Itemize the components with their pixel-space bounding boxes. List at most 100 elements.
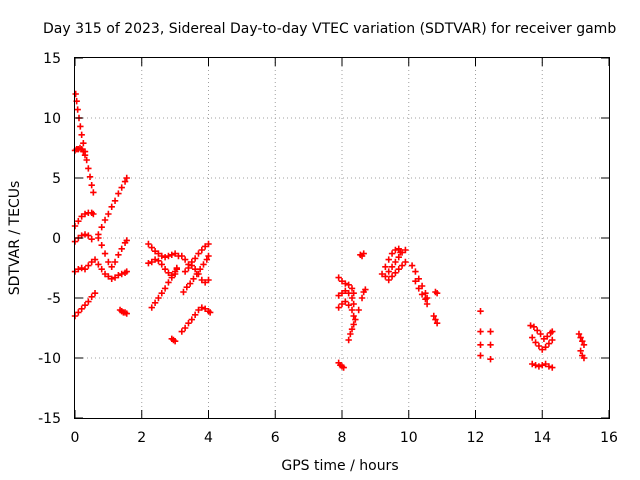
data-point bbox=[165, 269, 172, 276]
data-point bbox=[158, 252, 165, 260]
data-point bbox=[78, 213, 85, 220]
data-point bbox=[342, 287, 349, 294]
data-point bbox=[85, 298, 92, 305]
data-point bbox=[155, 257, 162, 264]
data-point bbox=[78, 305, 85, 312]
data-point bbox=[168, 274, 175, 281]
data-point bbox=[412, 268, 419, 275]
axis-ticks bbox=[74, 57, 610, 419]
data-point bbox=[350, 300, 357, 308]
y-tick-label: 10 bbox=[43, 111, 61, 127]
data-point bbox=[111, 258, 119, 266]
y-tick-label: -10 bbox=[38, 351, 61, 367]
data-point bbox=[382, 263, 389, 270]
series-arc-20 bbox=[335, 274, 357, 297]
x-tick-label: 14 bbox=[533, 430, 551, 446]
data-point bbox=[123, 310, 130, 317]
data-point bbox=[378, 270, 386, 278]
data-point bbox=[168, 251, 175, 258]
data-point bbox=[118, 184, 125, 191]
data-point bbox=[422, 290, 429, 297]
data-point bbox=[115, 190, 122, 197]
data-point bbox=[201, 243, 209, 250]
data-point bbox=[148, 304, 155, 311]
series-arc-26 bbox=[382, 246, 409, 280]
data-point bbox=[205, 252, 212, 260]
data-point bbox=[527, 322, 534, 329]
data-point bbox=[185, 264, 192, 272]
data-point bbox=[388, 263, 396, 270]
data-point bbox=[111, 274, 119, 281]
data-point bbox=[181, 268, 189, 275]
data-point bbox=[342, 280, 349, 287]
data-point bbox=[345, 302, 352, 309]
data-point bbox=[395, 254, 402, 261]
data-point bbox=[358, 294, 366, 302]
data-point bbox=[90, 210, 97, 218]
data-point bbox=[575, 330, 583, 338]
data-point bbox=[74, 106, 81, 113]
data-point bbox=[101, 270, 109, 278]
series-arc-21 bbox=[335, 287, 357, 308]
data-point bbox=[165, 252, 172, 260]
data-point bbox=[477, 308, 484, 315]
data-point bbox=[105, 273, 112, 280]
series-arc-27 bbox=[385, 258, 409, 284]
data-point bbox=[118, 245, 125, 252]
data-point bbox=[532, 339, 539, 346]
data-point bbox=[348, 285, 356, 292]
data-point bbox=[123, 268, 130, 275]
data-point bbox=[196, 266, 204, 273]
data-point bbox=[198, 246, 206, 254]
series-arc-10 bbox=[116, 306, 130, 317]
data-point bbox=[487, 341, 494, 348]
data-point bbox=[85, 232, 92, 239]
data-point bbox=[348, 306, 356, 314]
data-point bbox=[91, 256, 99, 263]
data-point bbox=[348, 326, 356, 333]
x-tick-label: 10 bbox=[400, 430, 418, 446]
data-point bbox=[352, 316, 359, 323]
series-arc-14 bbox=[168, 335, 179, 345]
data-point bbox=[350, 312, 357, 320]
data-point bbox=[535, 342, 543, 350]
data-point bbox=[433, 290, 441, 297]
data-point bbox=[145, 260, 152, 267]
data-point bbox=[205, 276, 212, 284]
data-point bbox=[180, 288, 187, 296]
data-point bbox=[200, 261, 207, 268]
data-point bbox=[402, 258, 409, 266]
data-point bbox=[360, 250, 367, 257]
data-point bbox=[195, 306, 202, 314]
data-point bbox=[151, 299, 159, 306]
data-point bbox=[580, 341, 588, 348]
data-point bbox=[183, 284, 191, 291]
data-point bbox=[335, 304, 342, 311]
data-point bbox=[392, 269, 399, 276]
data-point bbox=[193, 270, 201, 278]
data-point bbox=[91, 290, 99, 297]
data-point bbox=[75, 266, 82, 273]
data-point bbox=[392, 246, 399, 254]
data-point bbox=[350, 321, 357, 328]
data-point bbox=[181, 324, 189, 332]
data-point bbox=[171, 338, 179, 345]
x-tick-label: 0 bbox=[71, 430, 80, 446]
series-arc-13 bbox=[148, 264, 180, 311]
y-tick-label: 5 bbox=[52, 171, 61, 187]
data-point bbox=[105, 258, 112, 266]
data-point bbox=[382, 273, 389, 280]
data-point bbox=[75, 218, 82, 225]
data-point bbox=[121, 178, 129, 185]
data-point bbox=[123, 174, 130, 182]
data-point bbox=[537, 330, 544, 338]
data-point bbox=[385, 268, 392, 275]
data-point bbox=[545, 340, 553, 347]
data-point bbox=[191, 311, 199, 318]
data-point bbox=[342, 298, 349, 305]
series-arc-33 bbox=[527, 322, 556, 342]
data-point bbox=[72, 90, 79, 98]
data-point bbox=[579, 338, 586, 345]
data-point bbox=[345, 290, 352, 297]
